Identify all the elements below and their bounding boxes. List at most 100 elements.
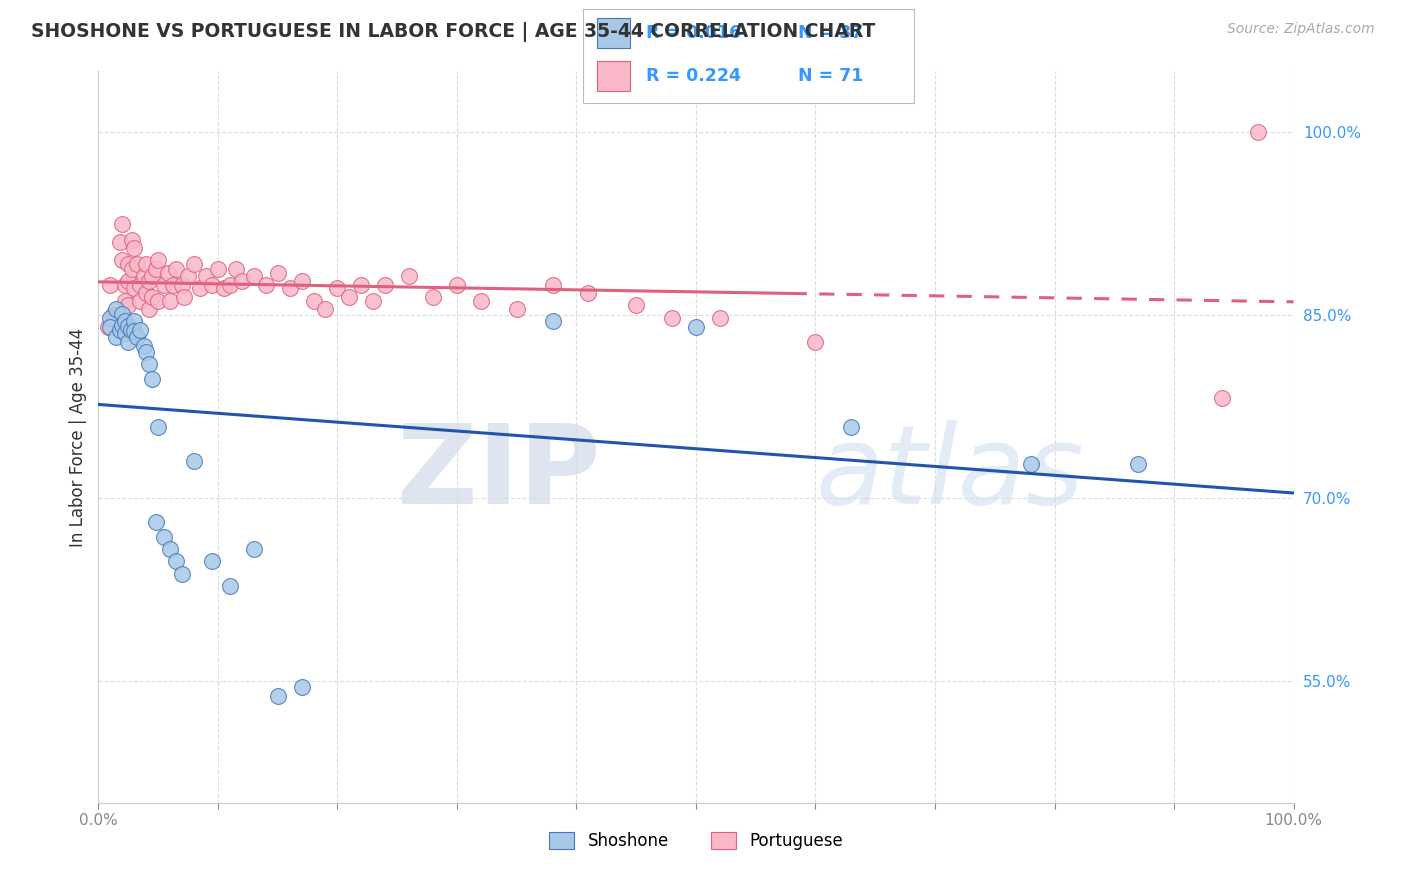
Point — [177, 269, 200, 284]
Text: Source: ZipAtlas.com: Source: ZipAtlas.com — [1227, 22, 1375, 37]
Point — [111, 253, 134, 268]
Point — [661, 310, 683, 325]
Point — [108, 323, 131, 337]
Point — [225, 261, 247, 276]
Point — [124, 314, 146, 328]
Point — [138, 357, 160, 371]
Point — [135, 286, 157, 301]
Point — [188, 281, 211, 295]
Text: R = 0.016: R = 0.016 — [647, 24, 741, 42]
Point — [121, 233, 143, 247]
Point — [291, 680, 314, 694]
Point — [138, 274, 160, 288]
Point — [195, 269, 218, 284]
Point — [278, 281, 301, 295]
Point — [1247, 125, 1270, 139]
Point — [172, 277, 194, 292]
Point — [183, 257, 205, 271]
Point — [578, 286, 600, 301]
Point — [1211, 391, 1233, 405]
Bar — [596, 62, 630, 91]
Point — [108, 235, 131, 249]
Point — [1128, 457, 1150, 471]
Text: atlas: atlas — [815, 420, 1084, 527]
Point — [159, 542, 181, 557]
Legend: Shoshone, Portuguese: Shoshone, Portuguese — [543, 825, 849, 856]
Point — [135, 344, 157, 359]
Point — [138, 302, 160, 317]
Point — [141, 371, 163, 385]
Point — [374, 277, 396, 292]
Text: R = 0.224: R = 0.224 — [647, 68, 741, 86]
Point — [129, 293, 152, 308]
Point — [541, 314, 564, 328]
Point — [117, 319, 139, 334]
Point — [159, 293, 181, 308]
Point — [183, 454, 205, 468]
Point — [267, 266, 290, 280]
Point — [120, 323, 142, 337]
Point — [709, 310, 731, 325]
Point — [114, 326, 136, 341]
Point — [132, 269, 155, 284]
Point — [97, 320, 120, 334]
Y-axis label: In Labor Force | Age 35-44: In Labor Force | Age 35-44 — [69, 327, 87, 547]
Point — [129, 277, 152, 292]
Point — [105, 330, 128, 344]
Point — [267, 689, 290, 703]
Point — [117, 334, 139, 349]
Point — [111, 307, 134, 321]
Point — [117, 257, 139, 271]
Point — [541, 277, 564, 292]
Point — [165, 554, 187, 568]
Point — [626, 298, 648, 312]
Point — [219, 579, 242, 593]
Point — [291, 274, 314, 288]
Point — [302, 293, 325, 308]
Point — [114, 314, 136, 328]
Point — [101, 308, 124, 322]
Point — [148, 293, 170, 308]
Point — [315, 302, 337, 317]
Point — [98, 277, 122, 292]
Point — [165, 261, 187, 276]
Point — [506, 302, 529, 317]
Text: SHOSHONE VS PORTUGUESE IN LABOR FORCE | AGE 35-44 CORRELATION CHART: SHOSHONE VS PORTUGUESE IN LABOR FORCE | … — [31, 22, 875, 42]
Point — [125, 330, 148, 344]
Point — [1019, 457, 1042, 471]
Point — [243, 542, 266, 557]
Text: N = 37: N = 37 — [799, 24, 863, 42]
Point — [207, 261, 229, 276]
Point — [141, 290, 163, 304]
Point — [132, 339, 155, 353]
Point — [114, 293, 136, 308]
Point — [148, 253, 170, 268]
Point — [446, 277, 468, 292]
Point — [339, 290, 361, 304]
Point — [470, 293, 492, 308]
Point — [124, 241, 146, 255]
Point — [153, 530, 176, 544]
Point — [153, 277, 176, 292]
Point — [201, 554, 224, 568]
Point — [398, 269, 420, 284]
Point — [350, 277, 373, 292]
Point — [124, 281, 146, 295]
Point — [212, 281, 235, 295]
Point — [231, 274, 253, 288]
Point — [148, 420, 170, 434]
Point — [124, 324, 146, 338]
Point — [145, 516, 167, 530]
Point — [804, 334, 827, 349]
Point — [156, 266, 179, 280]
Text: ZIP: ZIP — [396, 420, 600, 527]
Point — [841, 420, 863, 434]
Point — [326, 281, 349, 295]
Point — [173, 290, 195, 304]
Point — [201, 277, 224, 292]
Point — [254, 277, 277, 292]
Point — [105, 310, 128, 325]
Point — [129, 323, 152, 337]
Point — [121, 261, 143, 276]
Point — [117, 274, 139, 288]
